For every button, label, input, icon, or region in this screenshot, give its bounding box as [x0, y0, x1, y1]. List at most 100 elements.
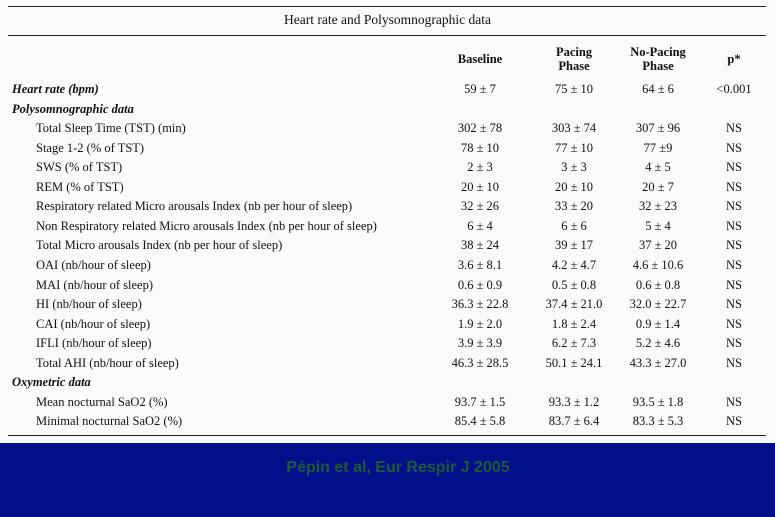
cell-no-pacing-phase: 20 ± 7: [642, 179, 674, 194]
cell-p-value: NS: [726, 336, 742, 351]
table-row: SWS (% of TST) 2 ± 3 3 ± 3 4 ± 5 NS: [0, 158, 775, 177]
table-top-rule: [8, 6, 766, 7]
header-nopacing-line1: No-Pacing: [630, 45, 686, 59]
cell-p-value: <0.001: [716, 82, 752, 96]
cell-baseline: 93.7 ± 1.5: [454, 394, 506, 409]
cell-no-pacing-phase: 93.5 ± 1.8: [632, 394, 684, 409]
cell-pacing-phase: 6 ± 6: [561, 218, 587, 233]
table-row: Total Micro arousals Index (nb per hour …: [0, 236, 775, 255]
table-row: Non Respiratory related Micro arousals I…: [0, 217, 775, 236]
row-label: Total Micro arousals Index (nb per hour …: [36, 238, 283, 253]
header-baseline: Baseline: [457, 52, 503, 66]
row-label: Mean nocturnal SaO2 (%): [36, 394, 168, 409]
cell-pacing-phase: 77 ± 10: [554, 140, 594, 155]
row-label: Heart rate (bpm): [12, 82, 99, 96]
row-label: MAI (nb/hour of sleep): [36, 277, 153, 292]
cell-pacing-phase: 33 ± 20: [554, 199, 594, 214]
table-row: Stage 1-2 (% of TST) 78 ± 10 77 ± 10 77 ±9 N…: [0, 139, 775, 158]
cell-pacing-phase: 4.2 ± 4.7: [551, 257, 597, 272]
cell-p-value: NS: [726, 218, 742, 233]
cell-no-pacing-phase: 5.2 ± 4.6: [635, 336, 681, 351]
cell-p-value: NS: [726, 121, 742, 136]
table-row: REM (% of TST) 20 ± 10 20 ± 10 20 ± 7 NS: [0, 178, 775, 197]
cell-pacing-phase: 6.2 ± 7.3: [551, 336, 597, 351]
cell-p-value: NS: [726, 199, 742, 214]
section-row: Polysomnographic data: [0, 100, 775, 119]
cell-no-pacing-phase: 5 ± 4: [645, 218, 671, 233]
cell-p-value: NS: [726, 238, 742, 253]
cell-pacing-phase: 50.1 ± 24.1: [545, 355, 603, 370]
table-bottom-rule: [8, 435, 766, 436]
section-row: Heart rate (bpm) 59 ± 7 75 ± 10 64 ± 6 <0.00…: [0, 80, 775, 99]
table-title: Heart rate and Polysomnographic data: [284, 12, 491, 27]
cell-no-pacing-phase: 83.3 ± 5.3: [632, 414, 684, 429]
row-label: SWS (% of TST): [36, 160, 123, 175]
table-row: CAI (nb/hour of sleep) 1.9 ± 2.0 1.8 ± 2.4…: [0, 315, 775, 334]
cell-no-pacing-phase: 4.6 ± 10.6: [632, 257, 684, 272]
cell-p-value: NS: [726, 140, 742, 155]
citation: Pépin et al, Eur Respir J 2005: [286, 459, 510, 476]
cell-p-value: NS: [726, 179, 742, 194]
cell-p-value: NS: [726, 297, 742, 312]
cell-pacing-phase: 37.4 ± 21.0: [545, 297, 603, 312]
data-table: Heart rate and Polysomnographic data Bas…: [0, 6, 775, 436]
row-label: HI (nb/hour of sleep): [36, 297, 142, 312]
cell-p-value: NS: [726, 355, 742, 370]
cell-no-pacing-phase: 32 ± 23: [638, 199, 678, 214]
table-row: IFLI (nb/hour of sleep) 3.9 ± 3.9 6.2 ± 7.…: [0, 334, 775, 353]
cell-pacing-phase: 1.8 ± 2.4: [551, 316, 597, 331]
footer-band: Pépin et al, Eur Respir J 2005: [0, 443, 775, 517]
cell-pacing-phase: 303 ± 74: [551, 121, 597, 136]
cell-no-pacing-phase: 0.6 ± 0.8: [635, 277, 681, 292]
row-label: REM (% of TST): [36, 179, 124, 194]
cell-baseline: 3.6 ± 8.1: [457, 257, 503, 272]
header-p-value: p*: [727, 52, 741, 66]
cell-pacing-phase: 20 ± 10: [554, 179, 594, 194]
cell-no-pacing-phase: 37 ± 20: [638, 238, 678, 253]
cell-no-pacing-phase: 307 ± 96: [635, 121, 681, 136]
cell-baseline: 20 ± 10: [460, 179, 500, 194]
cell-pacing-phase: 39 ± 17: [554, 238, 594, 253]
row-label: Total AHI (nb/hour of sleep): [36, 355, 179, 370]
cell-baseline: 36.3 ± 22.8: [451, 297, 509, 312]
row-label: Polysomnographic data: [12, 101, 134, 116]
cell-no-pacing-phase: 64 ± 6: [642, 82, 674, 96]
header-nopacing-line2: Phase: [642, 59, 674, 73]
table-row: Respiratory related Micro arousals Index…: [0, 197, 775, 216]
header-pacing-line1: Pacing: [555, 45, 593, 59]
header-pacing-line2: Phase: [558, 59, 590, 73]
row-label: Oxymetric data: [12, 375, 91, 390]
row-label: Total Sleep Time (TST) (min): [36, 121, 186, 136]
cell-p-value: NS: [726, 160, 742, 175]
header-pacing-phase: Pacing Phase: [534, 45, 614, 73]
row-label: CAI (nb/hour of sleep): [36, 316, 151, 331]
cell-baseline: 302 ± 78: [457, 121, 503, 136]
cell-baseline: 32 ± 26: [460, 199, 500, 214]
cell-baseline: 3.9 ± 3.9: [457, 336, 503, 351]
cell-baseline: 38 ± 24: [460, 238, 500, 253]
cell-baseline: 85.4 ± 5.8: [454, 414, 506, 429]
row-label: Respiratory related Micro arousals Index…: [36, 199, 353, 214]
cell-baseline: 46.3 ± 28.5: [451, 355, 509, 370]
table-title-rule: [8, 35, 766, 36]
row-label: Non Respiratory related Micro arousals I…: [36, 218, 377, 233]
header-no-pacing-phase: No-Pacing Phase: [618, 45, 698, 73]
cell-p-value: NS: [726, 316, 742, 331]
cell-p-value: NS: [726, 394, 742, 409]
row-label: OAI (nb/hour of sleep): [36, 257, 151, 272]
cell-no-pacing-phase: 0.9 ± 1.4: [635, 316, 681, 331]
cell-no-pacing-phase: 43.3 ± 27.0: [629, 355, 687, 370]
cell-pacing-phase: 75 ± 10: [554, 82, 594, 96]
row-label: Stage 1-2 (% of TST): [36, 140, 145, 155]
row-label: Minimal nocturnal SaO2 (%): [36, 414, 183, 429]
table-row: HI (nb/hour of sleep) 36.3 ± 22.8 37.4 ± 2…: [0, 295, 775, 314]
table-row: Mean nocturnal SaO2 (%) 93.7 ± 1.5 93.3 ± …: [0, 393, 775, 412]
cell-baseline: 59 ± 7: [464, 82, 496, 96]
cell-p-value: NS: [726, 257, 742, 272]
section-row: Oxymetric data: [0, 373, 775, 392]
cell-p-value: NS: [726, 414, 742, 429]
table-row: Total AHI (nb/hour of sleep) 46.3 ± 28.5 5…: [0, 354, 775, 373]
cell-pacing-phase: 3 ± 3: [561, 160, 587, 175]
table-row: OAI (nb/hour of sleep) 3.6 ± 8.1 4.2 ± 4.7…: [0, 256, 775, 275]
